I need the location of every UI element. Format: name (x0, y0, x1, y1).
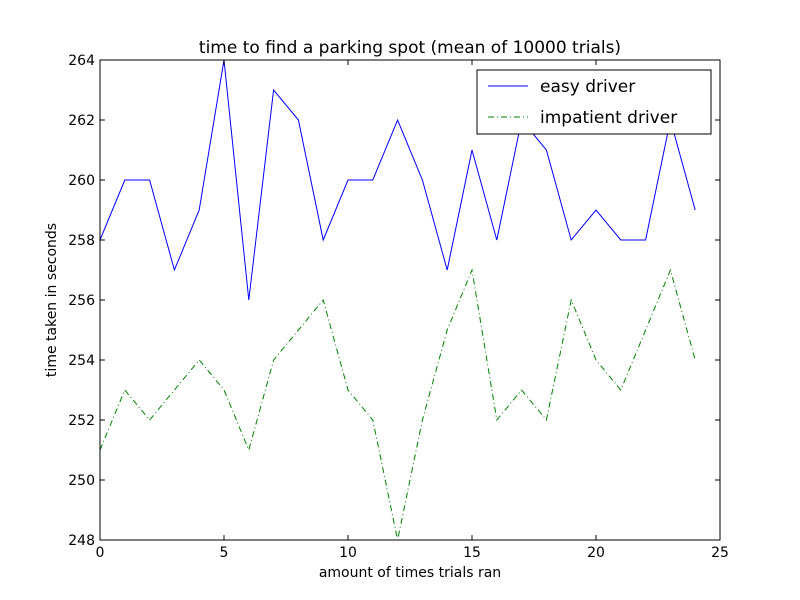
x-tick-label: 25 (711, 545, 729, 561)
y-tick-label: 262 (68, 113, 95, 129)
y-tick-label: 256 (68, 293, 95, 309)
y-tick-label: 258 (68, 233, 95, 249)
y-tick-label: 248 (68, 533, 95, 549)
y-tick-label: 260 (68, 173, 95, 189)
x-tick-label: 20 (587, 545, 605, 561)
chart-title: time to find a parking spot (mean of 100… (199, 38, 621, 58)
x-axis-title: amount of times trials ran (319, 565, 501, 581)
y-tick-label: 254 (68, 353, 95, 369)
x-tick-label: 10 (339, 545, 357, 561)
y-axis-title: time taken in seconds (44, 223, 60, 377)
series-line-easy-driver (99, 59, 696, 301)
y-tick-label: 250 (68, 473, 95, 489)
legend-label-easy-driver: easy driver (540, 77, 635, 97)
y-tick-label: 252 (68, 413, 95, 429)
x-tick-label: 5 (220, 545, 229, 561)
x-tick-label: 0 (96, 545, 105, 561)
series-line-impatient-driver (99, 268, 696, 541)
x-tick-label: 15 (463, 545, 481, 561)
legend-box (476, 69, 712, 135)
y-tick-label: 264 (68, 53, 95, 69)
legend-label-impatient-driver: impatient driver (540, 108, 677, 128)
legend: easy driver impatient driver (476, 69, 712, 135)
